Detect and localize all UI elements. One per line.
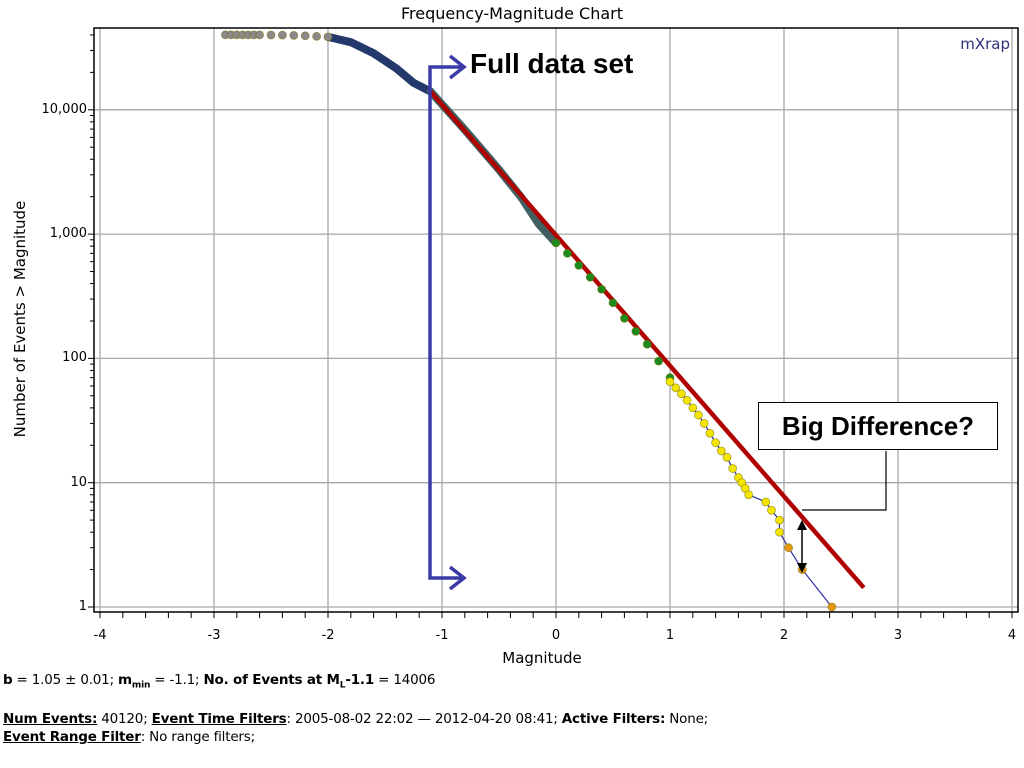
y-axis-title: Number of Events > Magnitude bbox=[11, 200, 29, 438]
active-filters-value: None; bbox=[665, 711, 709, 727]
data-point bbox=[289, 30, 299, 40]
data-point bbox=[255, 30, 265, 40]
x-tick-label: -2 bbox=[321, 628, 335, 643]
axis-ticks bbox=[88, 34, 1013, 618]
data-point bbox=[699, 418, 709, 428]
data-point bbox=[677, 389, 686, 399]
time-filters-value: : 2005-08-02 22:02 — 2012-04-20 08:41; bbox=[286, 711, 562, 727]
data-point bbox=[775, 515, 784, 525]
data-point bbox=[688, 403, 698, 413]
data-point bbox=[585, 272, 595, 282]
data-point bbox=[312, 31, 322, 41]
data-point bbox=[300, 31, 310, 41]
data-marks bbox=[220, 30, 866, 612]
range-filter-value: : No range filters; bbox=[140, 729, 255, 745]
data-point bbox=[671, 383, 681, 393]
x-tick-label: 4 bbox=[1007, 628, 1017, 643]
y-tick-label: 10,000 bbox=[41, 101, 88, 117]
data-point bbox=[620, 313, 629, 323]
x-axis-title: Magnitude bbox=[502, 649, 582, 667]
data-point bbox=[574, 261, 584, 270]
data-point bbox=[563, 248, 572, 258]
x-tick-label: -3 bbox=[207, 628, 221, 643]
data-point bbox=[642, 339, 652, 349]
data-point bbox=[665, 377, 675, 387]
data-point bbox=[744, 490, 754, 500]
data-point bbox=[551, 238, 561, 248]
events-value: = 14006 bbox=[374, 672, 436, 688]
data-point bbox=[775, 527, 784, 537]
grid bbox=[94, 28, 1018, 612]
y-tick-label: 10 bbox=[70, 474, 87, 490]
arrow-head-icon bbox=[448, 54, 467, 80]
num-events-label[interactable]: Num Events: bbox=[3, 711, 98, 727]
time-filters-label[interactable]: Event Time Filters bbox=[151, 711, 287, 727]
big-difference-connector bbox=[802, 451, 887, 511]
data-point bbox=[784, 543, 793, 553]
data-point bbox=[728, 464, 738, 473]
x-tick-label: 0 bbox=[551, 628, 561, 643]
data-point bbox=[711, 438, 720, 448]
y-tick-label: 1,000 bbox=[49, 226, 87, 242]
data-point bbox=[827, 602, 837, 612]
stats-line: b = 1.05 ± 0.01; mmin = -1.1; No. of Eve… bbox=[3, 672, 435, 691]
events-sub: L bbox=[339, 680, 346, 691]
data-point bbox=[682, 395, 692, 405]
data-point bbox=[631, 326, 641, 336]
data-point bbox=[597, 284, 606, 294]
events-label: No. of Events at M bbox=[203, 672, 340, 688]
mmin-sub: min bbox=[131, 680, 151, 691]
arrow-head-icon bbox=[448, 565, 467, 591]
data-point bbox=[277, 30, 287, 40]
range-filter-label[interactable]: Event Range Filter bbox=[3, 729, 141, 745]
num-events-value: 40120; bbox=[97, 711, 152, 727]
data-point bbox=[323, 32, 333, 42]
data-point bbox=[761, 497, 771, 507]
x-tick-label: -1 bbox=[435, 628, 449, 643]
arrow-up-icon bbox=[797, 520, 807, 530]
events-label-mag: -1.1 bbox=[345, 672, 375, 688]
annotation-arrows bbox=[428, 54, 887, 591]
chart-title: Frequency-Magnitude Chart bbox=[401, 4, 623, 23]
b-value: = 1.05 ± 0.01; bbox=[12, 672, 119, 688]
data-point bbox=[266, 30, 276, 40]
data-point bbox=[767, 505, 776, 515]
data-point bbox=[716, 446, 726, 456]
b-label: b bbox=[3, 672, 13, 688]
full-data-bracket bbox=[428, 65, 463, 580]
filters-line-1: Num Events: 40120; Event Time Filters: 2… bbox=[3, 711, 708, 727]
data-point bbox=[722, 452, 732, 462]
mmin-label: m bbox=[118, 672, 132, 688]
arrow-down-icon bbox=[797, 563, 807, 573]
y-tick-label: 100 bbox=[62, 350, 87, 366]
full-data-set-annotation: Full data set bbox=[470, 48, 634, 79]
x-tick-label: 2 bbox=[779, 628, 789, 643]
y-tick-label: 1 bbox=[78, 599, 87, 614]
x-tick-label: -4 bbox=[93, 628, 107, 643]
mmin-value: = -1.1; bbox=[150, 672, 204, 688]
big-difference-annotation: Big Difference? bbox=[758, 402, 998, 450]
x-tick-label: 1 bbox=[665, 628, 675, 643]
data-point bbox=[705, 428, 715, 438]
data-series-band bbox=[324, 32, 435, 96]
mxrap-logo: mXrap bbox=[960, 35, 1010, 53]
x-tick-label: 3 bbox=[893, 628, 903, 643]
active-filters-label: Active Filters: bbox=[561, 711, 666, 727]
fit-line bbox=[428, 90, 866, 590]
filters-line-2: Event Range Filter: No range filters; bbox=[3, 729, 255, 745]
plot-frame bbox=[93, 27, 1019, 613]
data-point bbox=[694, 410, 703, 420]
data-point bbox=[608, 298, 618, 308]
data-point bbox=[654, 356, 663, 366]
